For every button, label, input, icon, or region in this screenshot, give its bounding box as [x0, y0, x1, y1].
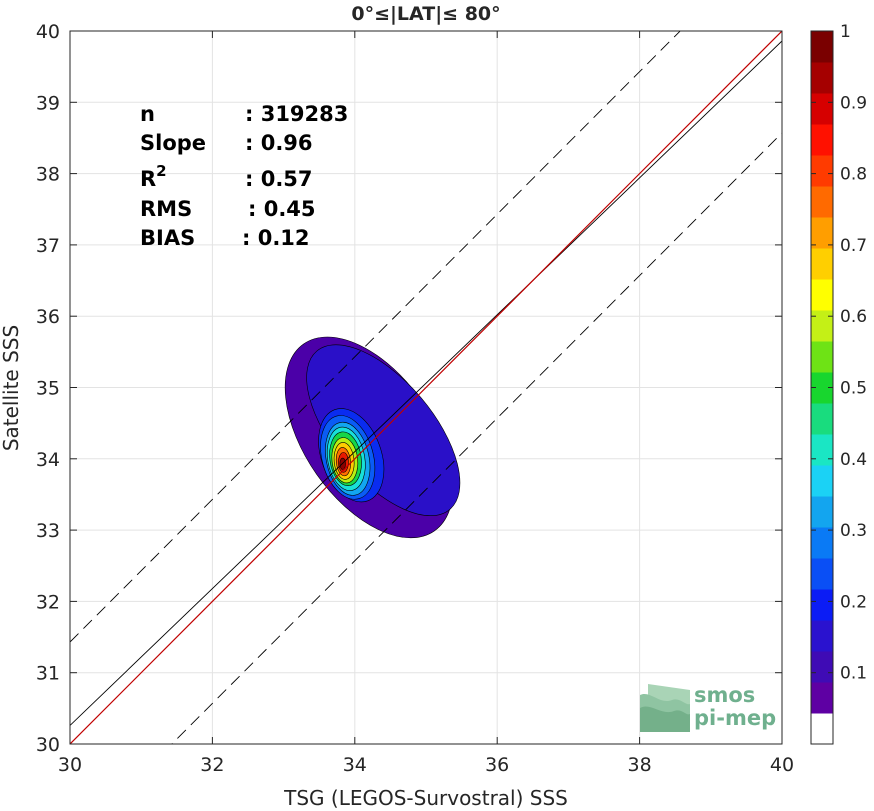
x-axis-label: TSG (LEGOS-Survostral) SSS	[283, 786, 568, 810]
stat-rms-value: : 0.45	[248, 197, 316, 221]
y-tick-label: 33	[36, 520, 60, 542]
x-tick-label: 36	[485, 754, 509, 776]
logo-mark	[640, 684, 690, 732]
y-tick-label: 31	[36, 663, 60, 685]
smos-pi-mep-logo: smos pi-mep	[640, 683, 776, 732]
stat-bias-label: BIAS	[140, 226, 195, 250]
y-tick-label: 32	[36, 591, 60, 613]
stat-slope-value: : 0.96	[245, 131, 313, 155]
stat-n-value: : 319283	[245, 102, 348, 126]
colorbar-cell	[811, 217, 833, 249]
stat-r2-sup: 2	[156, 162, 166, 180]
colorbar-cell	[811, 248, 833, 280]
stat-slope-label: Slope	[140, 131, 206, 155]
colorbar-cell	[811, 713, 833, 745]
colorbar-cell	[811, 372, 833, 404]
colorbar-cell	[811, 310, 833, 342]
plus-band-line	[70, 31, 681, 643]
colorbar-cells	[811, 31, 833, 745]
y-tick-label: 38	[36, 164, 60, 186]
colorbar-cell	[811, 527, 833, 559]
colorbar-cell	[811, 279, 833, 311]
y-axis-ticks: 30 31 32 33 34 35 36 37 38 39 40	[36, 21, 782, 756]
colorbar-tick-label: 0.6	[840, 307, 867, 327]
y-tick-label: 30	[36, 734, 60, 756]
colorbar-cell	[811, 155, 833, 187]
x-tick-label: 30	[58, 754, 82, 776]
statistics-box: n : 319283 Slope : 0.96 R2 : 0.57 RMS : …	[140, 102, 348, 250]
colorbar-tick-label: 0.3	[840, 521, 867, 541]
y-tick-label: 34	[36, 449, 60, 471]
y-tick-label: 39	[36, 92, 60, 114]
logo-text-smos: smos	[694, 683, 755, 707]
x-tick-label: 32	[200, 754, 224, 776]
colorbar-ticks: 0.1 0.2 0.3 0.4 0.5 0.6 0.7 0.8 0.9 1	[811, 22, 867, 684]
colorbar-cell	[811, 620, 833, 652]
colorbar-tick-label: 0.9	[840, 93, 867, 113]
colorbar-cell	[811, 558, 833, 590]
colorbar-tick-label: 0.7	[840, 236, 867, 256]
one-to-one-line	[70, 31, 782, 744]
colorbar-cell	[811, 186, 833, 218]
colorbar-cell	[811, 62, 833, 94]
colorbar-tick-label: 1	[840, 22, 851, 42]
reference-lines	[70, 31, 782, 744]
y-tick-label: 40	[36, 21, 60, 43]
colorbar-cell	[811, 124, 833, 156]
colorbar-cell	[811, 682, 833, 714]
colorbar-cell	[811, 434, 833, 466]
colorbar-cell	[811, 93, 833, 125]
colorbar-cell	[811, 465, 833, 497]
colorbar-cell	[811, 589, 833, 621]
colorbar-cell	[811, 31, 833, 63]
colorbar-tick-label: 0.5	[840, 379, 867, 399]
stat-r2-base: R	[140, 167, 156, 191]
minus-band-line	[171, 132, 782, 744]
colorbar-tick-label: 0.1	[840, 664, 867, 684]
stat-rms-label: RMS	[140, 197, 192, 221]
colorbar-tick-label: 0.2	[840, 592, 867, 612]
x-tick-label: 34	[343, 754, 367, 776]
stat-r2-label: R2	[140, 162, 167, 191]
logo-text-pi-mep: pi-mep	[694, 706, 776, 730]
y-tick-label: 37	[36, 235, 60, 257]
colorbar-cell	[811, 651, 833, 683]
regression-line	[70, 40, 782, 726]
colorbar-cell	[811, 341, 833, 373]
stat-n-label: n	[140, 102, 155, 126]
colorbar-cell	[811, 496, 833, 528]
colorbar-tick-label: 0.4	[840, 450, 867, 470]
y-tick-label: 35	[36, 378, 60, 400]
colorbar-cell	[811, 403, 833, 435]
stat-r2-value: : 0.57	[245, 167, 313, 191]
stat-bias-value: : 0.12	[242, 226, 310, 250]
chart-title: 0°≤|LAT|≤ 80°	[351, 3, 500, 25]
x-axis-ticks: 30 32 34 36 38 40	[58, 31, 794, 776]
x-tick-label: 40	[770, 754, 794, 776]
colorbar: 0.1 0.2 0.3 0.4 0.5 0.6 0.7 0.8 0.9 1	[810, 22, 867, 745]
y-axis-label: Satellite SSS	[0, 325, 23, 451]
colorbar-tick-label: 0.8	[840, 165, 867, 185]
x-tick-label: 38	[628, 754, 652, 776]
y-tick-label: 36	[36, 306, 60, 328]
